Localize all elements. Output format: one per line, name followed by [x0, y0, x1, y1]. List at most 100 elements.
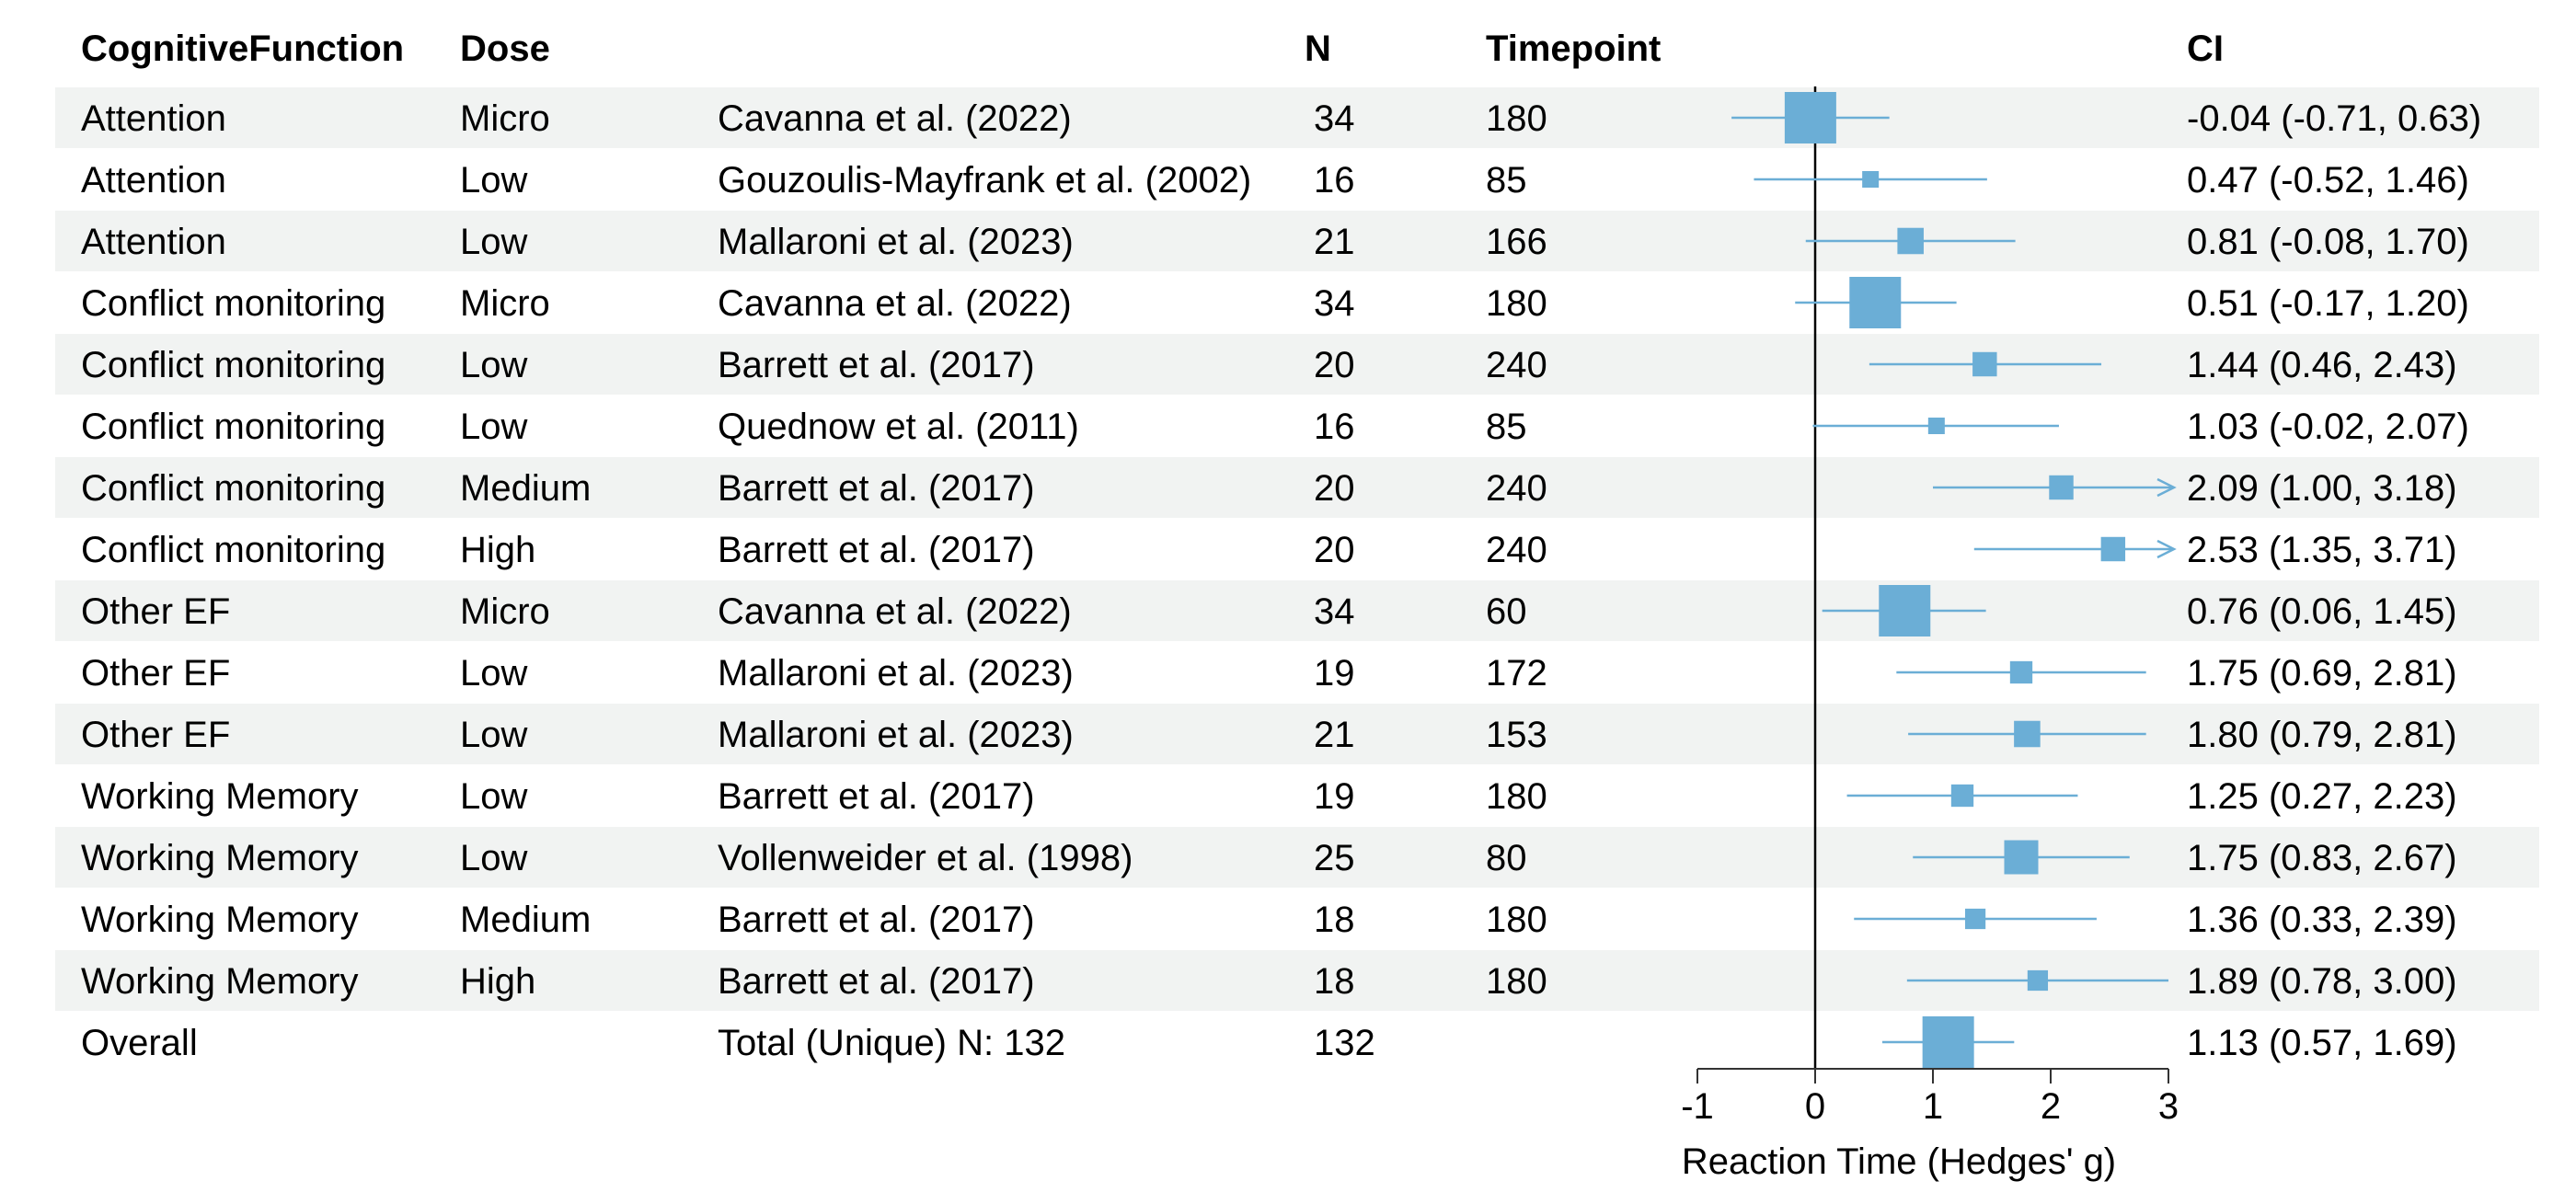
cell-n: 25 — [1314, 838, 1355, 878]
cell-study: Barrett et al. (2017) — [718, 776, 1035, 817]
cell-dose: Low — [460, 838, 527, 878]
point-estimate — [1849, 277, 1902, 328]
cell-ci: 1.89 (0.78, 3.00) — [2187, 961, 2457, 1002]
table-row: Other EF Low Mallaroni et al. (2023) 21 153 1… — [81, 715, 2457, 755]
point-estimate — [1862, 171, 1880, 188]
cell-function: Attention — [81, 160, 226, 201]
cell-ci: 1.03 (-0.02, 2.07) — [2187, 407, 2469, 447]
cell-timepoint: 180 — [1486, 98, 1547, 139]
cell-study: Mallaroni et al. (2023) — [718, 715, 1074, 755]
x-tick-label: -1 — [1681, 1086, 1714, 1127]
cell-ci: 2.09 (1.00, 3.18) — [2187, 468, 2457, 509]
header-cognitive-function: CognitiveFunction — [81, 29, 404, 69]
cell-n: 34 — [1314, 283, 1355, 324]
row-band — [55, 580, 2539, 641]
cell-n: 16 — [1314, 160, 1355, 201]
cell-n: 19 — [1314, 776, 1355, 817]
cell-dose: Low — [460, 407, 527, 447]
point-estimate — [2049, 475, 2074, 500]
row-band — [55, 827, 2539, 888]
point-estimate — [1964, 908, 1986, 930]
cell-study: Total (Unique) N: 132 — [718, 1023, 1065, 1063]
table-row: Working Memory Low Barrett et al. (2017) 19… — [81, 776, 2457, 817]
cell-function: Conflict monitoring — [81, 283, 385, 324]
cell-study: Barrett et al. (2017) — [718, 900, 1035, 940]
point-estimate — [2027, 969, 2049, 992]
cell-dose: Low — [460, 715, 527, 755]
cell-ci: 1.75 (0.83, 2.67) — [2187, 838, 2457, 878]
cell-function: Overall — [81, 1023, 198, 1063]
cell-ci: 1.75 (0.69, 2.81) — [2187, 653, 2457, 694]
cell-function: Other EF — [81, 653, 230, 694]
cell-function: Conflict monitoring — [81, 345, 385, 385]
cell-timepoint: 180 — [1486, 283, 1547, 324]
cell-timepoint: 153 — [1486, 715, 1547, 755]
cell-n: 34 — [1314, 591, 1355, 632]
x-axis-title: Reaction Time (Hedges' g) — [1682, 1141, 2116, 1182]
cell-ci: 0.51 (-0.17, 1.20) — [2187, 283, 2469, 324]
table-row: Attention Micro Cavanna et al. (2022) 34 180… — [81, 98, 2481, 139]
cell-dose: Medium — [460, 468, 591, 509]
cell-timepoint: 85 — [1486, 160, 1527, 201]
point-estimate — [1897, 227, 1924, 255]
cell-timepoint: 180 — [1486, 961, 1547, 1002]
cell-function: Working Memory — [81, 961, 359, 1002]
cell-function: Working Memory — [81, 838, 359, 878]
point-estimate — [2014, 720, 2041, 748]
cell-timepoint: 240 — [1486, 345, 1547, 385]
x-tick-label: 2 — [2041, 1086, 2061, 1127]
ci-arrow — [2156, 539, 2177, 559]
table-row: Attention Low Gouzoulis-Mayfrank et al. (2… — [81, 160, 2469, 201]
point-estimate — [2009, 660, 2033, 684]
cell-timepoint: 85 — [1486, 407, 1527, 447]
point-estimate — [1972, 351, 1997, 377]
x-tick-label: 1 — [1923, 1086, 1943, 1127]
cell-dose: High — [460, 530, 535, 570]
cell-timepoint: 240 — [1486, 530, 1547, 570]
cell-study: Mallaroni et al. (2023) — [718, 653, 1074, 694]
cell-study: Cavanna et al. (2022) — [718, 283, 1072, 324]
overall-row: Overall Total (Unique) N: 132 132 1.13 (0.5… — [81, 1023, 2457, 1063]
cell-n: 20 — [1314, 468, 1355, 509]
cell-function: Attention — [81, 222, 226, 262]
point-estimate — [2004, 840, 2039, 875]
cell-timepoint: 180 — [1486, 900, 1547, 940]
cell-dose: Medium — [460, 900, 591, 940]
cell-dose: Low — [460, 222, 527, 262]
cell-study: Barrett et al. (2017) — [718, 468, 1035, 509]
cell-function: Conflict monitoring — [81, 530, 385, 570]
cell-ci: 0.81 (-0.08, 1.70) — [2187, 222, 2469, 262]
row-band — [55, 211, 2539, 271]
cell-timepoint: 172 — [1486, 653, 1547, 694]
cell-dose: Micro — [460, 591, 550, 632]
cell-function: Attention — [81, 98, 226, 139]
cell-timepoint: 60 — [1486, 591, 1527, 632]
row-band — [55, 704, 2539, 764]
point-estimate — [1927, 418, 1945, 434]
cell-dose: High — [460, 961, 535, 1002]
cell-timepoint: 180 — [1486, 776, 1547, 817]
cell-n: 132 — [1314, 1023, 1375, 1063]
cell-study: Gouzoulis-Mayfrank et al. (2002) — [718, 160, 1251, 201]
cell-function: Other EF — [81, 715, 230, 755]
row-band — [55, 87, 2539, 148]
header-dose: Dose — [460, 29, 550, 69]
cell-study: Cavanna et al. (2022) — [718, 98, 1072, 139]
cell-function: Other EF — [81, 591, 230, 632]
table-row: Conflict monitoring High Barrett et al. (2… — [81, 530, 2457, 570]
cell-ci: 1.44 (0.46, 2.43) — [2187, 345, 2457, 385]
cell-function: Conflict monitoring — [81, 407, 385, 447]
cell-dose: Low — [460, 653, 527, 694]
cell-n: 18 — [1314, 900, 1355, 940]
cell-dose: Low — [460, 776, 527, 817]
cell-n: 18 — [1314, 961, 1355, 1002]
cell-study: Quednow et al. (2011) — [718, 407, 1079, 447]
cell-ci: 1.36 (0.33, 2.39) — [2187, 900, 2457, 940]
point-estimate — [2100, 536, 2126, 562]
table-row: Other EF Micro Cavanna et al. (2022) 34 60 0.… — [81, 591, 2457, 632]
cell-timepoint: 80 — [1486, 838, 1527, 878]
cell-n: 20 — [1314, 530, 1355, 570]
cell-study: Vollenweider et al. (1998) — [718, 838, 1133, 878]
cell-ci: 1.25 (0.27, 2.23) — [2187, 776, 2457, 817]
table-row: Conflict monitoring Micro Cavanna et al. (… — [81, 283, 2469, 324]
